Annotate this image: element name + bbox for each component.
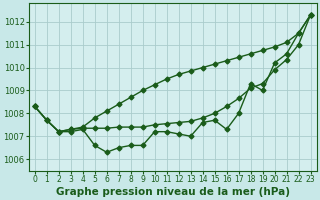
- X-axis label: Graphe pression niveau de la mer (hPa): Graphe pression niveau de la mer (hPa): [56, 187, 290, 197]
